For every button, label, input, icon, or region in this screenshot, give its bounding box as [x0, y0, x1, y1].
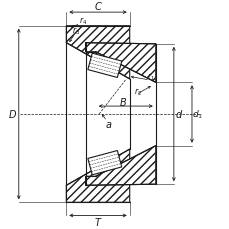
Text: T: T: [95, 217, 101, 227]
Polygon shape: [87, 54, 121, 78]
Text: $d_1$: $d_1$: [191, 108, 202, 121]
Text: D: D: [8, 109, 16, 120]
Text: $r_1$: $r_1$: [147, 72, 155, 83]
Text: C: C: [94, 2, 101, 12]
Text: $r_3$: $r_3$: [72, 25, 80, 36]
Polygon shape: [66, 27, 129, 79]
Text: $r_2$: $r_2$: [133, 86, 141, 98]
Text: a: a: [105, 120, 111, 130]
Text: B: B: [120, 97, 126, 107]
Text: d: d: [175, 109, 181, 120]
Polygon shape: [87, 151, 121, 175]
Polygon shape: [85, 146, 155, 185]
Polygon shape: [66, 150, 129, 202]
Text: $r_4$: $r_4$: [78, 15, 86, 27]
Polygon shape: [85, 44, 155, 83]
